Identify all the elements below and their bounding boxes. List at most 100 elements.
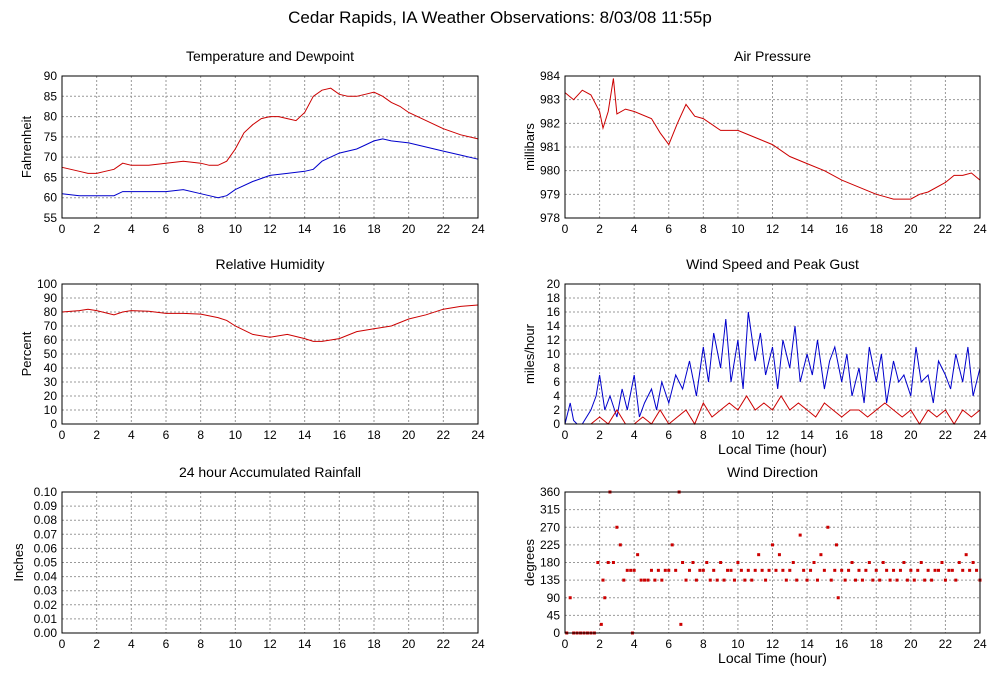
data-point: [895, 578, 899, 582]
data-point: [843, 578, 847, 582]
x-tick-label: 12: [263, 222, 277, 236]
data-point: [975, 568, 979, 572]
y-tick-label: 40: [44, 361, 58, 375]
data-point: [684, 578, 688, 582]
x-tick-label: 20: [402, 222, 416, 236]
data-point: [860, 578, 864, 582]
series-line: [565, 395, 981, 426]
y-tick-label: 0.05: [34, 556, 58, 570]
x-tick-label: 24: [471, 637, 485, 651]
data-point: [871, 578, 875, 582]
y-tick-label: 981: [540, 140, 560, 154]
y-tick-label: 979: [540, 187, 560, 201]
data-point: [736, 561, 740, 564]
data-point: [753, 568, 757, 572]
series-line: [61, 87, 479, 174]
data-point: [926, 568, 930, 572]
x-tick-label: 16: [835, 222, 849, 236]
data-point: [916, 568, 920, 572]
y-tick-label: 0: [553, 417, 560, 431]
data-point: [757, 553, 761, 557]
data-point: [656, 568, 660, 572]
x-tick-label: 18: [367, 428, 381, 442]
x-tick-label: 6: [163, 428, 170, 442]
y-tick-label: 20: [547, 277, 561, 291]
y-tick-label: 0.04: [34, 570, 58, 584]
x-tick-label: 22: [437, 222, 451, 236]
x-tick-label: 6: [665, 428, 672, 442]
y-tick-label: 85: [44, 89, 58, 103]
data-point: [632, 568, 636, 572]
x-tick-label: 20: [402, 637, 416, 651]
y-tick-label: 360: [540, 485, 560, 499]
humidity-ylabel: Percent: [19, 331, 34, 376]
x-tick-label: 6: [163, 222, 170, 236]
data-point: [968, 568, 972, 572]
y-tick-label: 90: [44, 291, 58, 305]
data-point: [743, 578, 747, 582]
x-tick-label: 2: [93, 222, 100, 236]
x-tick-label: 10: [731, 428, 745, 442]
data-point: [864, 568, 868, 572]
data-point: [888, 578, 892, 582]
data-point: [940, 561, 944, 564]
x-tick-label: 8: [700, 637, 707, 651]
x-tick-label: 16: [333, 428, 347, 442]
x-tick-label: 14: [298, 222, 312, 236]
y-tick-label: 80: [44, 305, 58, 319]
data-point: [788, 568, 792, 572]
x-tick-label: 4: [128, 222, 135, 236]
y-tick-label: 70: [44, 319, 58, 333]
data-point: [919, 561, 923, 564]
y-tick-label: 0: [50, 417, 57, 431]
rain-plot-frame: [61, 491, 479, 634]
data-point: [611, 561, 615, 564]
y-tick-label: 50: [44, 347, 58, 361]
data-point: [625, 568, 629, 572]
x-tick-label: 20: [402, 428, 416, 442]
y-tick-label: 65: [44, 170, 58, 184]
data-point: [599, 622, 603, 626]
x-tick-label: 14: [800, 428, 814, 442]
x-tick-label: 8: [197, 428, 204, 442]
y-tick-label: 0.08: [34, 513, 58, 527]
x-tick-label: 12: [766, 637, 780, 651]
humidity-plot-frame: [61, 283, 479, 425]
x-tick-label: 24: [973, 637, 987, 651]
y-tick-label: 0.01: [34, 612, 58, 626]
y-tick-label: 135: [540, 573, 560, 587]
x-tick-label: 18: [870, 637, 884, 651]
data-point: [909, 568, 913, 572]
x-tick-label: 20: [904, 222, 918, 236]
x-tick-label: 20: [904, 428, 918, 442]
direction-ylabel: degrees: [522, 539, 537, 586]
data-point: [964, 553, 968, 557]
data-point: [829, 578, 833, 582]
data-point: [732, 578, 736, 582]
x-tick-label: 4: [631, 222, 638, 236]
y-tick-label: 90: [44, 69, 58, 83]
x-tick-label: 2: [93, 637, 100, 651]
y-tick-label: 0.00: [34, 626, 58, 640]
rain-title: 24 hour Accumulated Rainfall: [179, 464, 361, 480]
data-point: [881, 561, 885, 564]
y-tick-label: 4: [553, 389, 560, 403]
data-point: [601, 578, 605, 582]
data-point: [898, 568, 902, 572]
data-point: [715, 578, 719, 582]
series-line: [61, 304, 479, 342]
data-point: [760, 568, 764, 572]
data-point: [679, 622, 683, 626]
data-point: [670, 543, 674, 547]
x-tick-label: 14: [800, 222, 814, 236]
data-point: [815, 578, 819, 582]
x-tick-label: 18: [367, 637, 381, 651]
data-point: [805, 578, 809, 582]
x-tick-label: 2: [596, 637, 603, 651]
x-tick-label: 24: [471, 428, 485, 442]
y-tick-label: 225: [540, 538, 560, 552]
x-tick-label: 2: [596, 222, 603, 236]
wind-ylabel: miles/hour: [522, 323, 537, 384]
x-tick-label: 6: [665, 222, 672, 236]
